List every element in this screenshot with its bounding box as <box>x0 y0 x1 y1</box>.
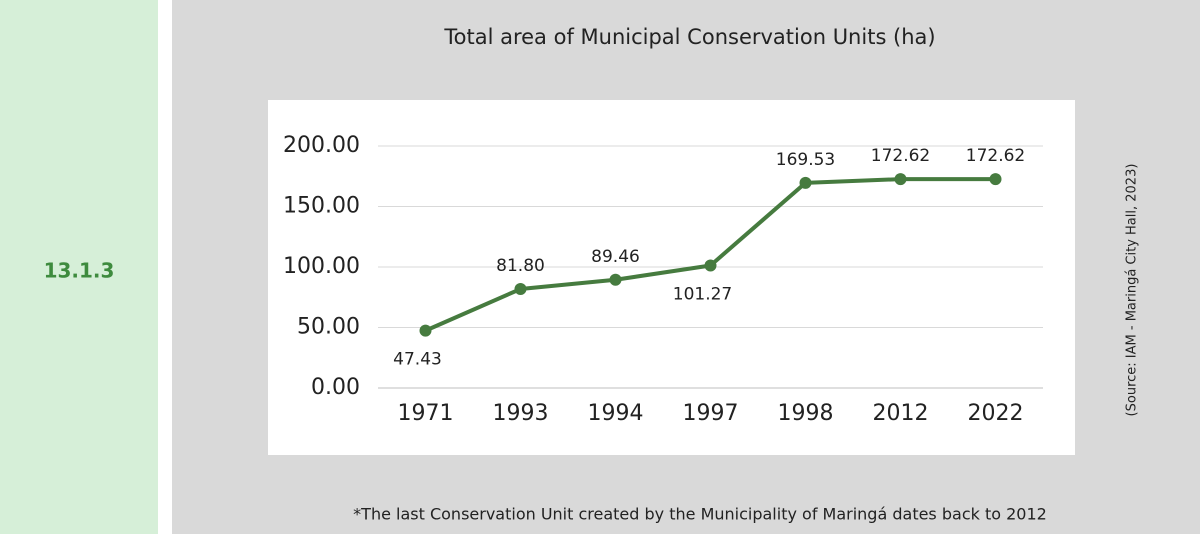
x-tick-label: 1994 <box>588 401 644 426</box>
data-label: 47.43 <box>393 350 442 370</box>
y-tick-label: 100.00 <box>283 254 360 279</box>
data-label: 101.27 <box>673 284 732 304</box>
x-tick-label: 2012 <box>873 401 929 426</box>
marker <box>799 176 812 189</box>
x-tick-label: 1997 <box>683 401 739 426</box>
data-label: 81.80 <box>496 256 545 276</box>
marker <box>989 173 1002 186</box>
x-tick-label: 1971 <box>398 401 454 426</box>
x-tick-label: 2022 <box>968 401 1024 426</box>
marker <box>704 259 717 272</box>
x-tick-label: 1998 <box>778 401 834 426</box>
data-label: 172.62 <box>871 146 930 166</box>
x-tick-label: 1993 <box>493 401 549 426</box>
y-tick-label: 200.00 <box>283 133 360 158</box>
side-panel <box>0 0 158 534</box>
y-tick-label: 150.00 <box>283 194 360 219</box>
y-tick-label: 0.00 <box>311 375 360 400</box>
marker <box>609 273 622 286</box>
data-label: 172.62 <box>966 146 1025 166</box>
plot-area <box>268 100 1075 455</box>
footnote: *The last Conservation Unit created by t… <box>353 505 1047 524</box>
data-label: 169.53 <box>776 150 835 170</box>
chart-title: Total area of Municipal Conservation Uni… <box>443 25 935 49</box>
side-label: 13.1.3 <box>44 259 115 283</box>
data-label: 89.46 <box>591 247 640 267</box>
marker <box>894 173 907 186</box>
source: (Source: IAM - Maringá City Hall, 2023) <box>1125 164 1140 417</box>
y-tick-label: 50.00 <box>297 315 360 340</box>
marker <box>419 324 432 337</box>
marker <box>514 283 527 296</box>
